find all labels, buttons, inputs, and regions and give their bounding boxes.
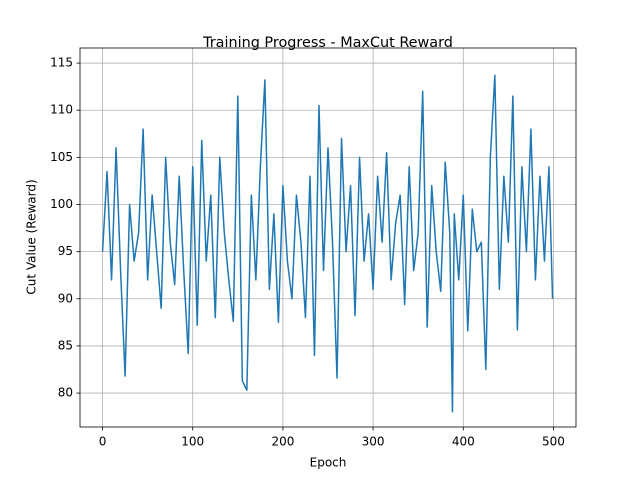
y-tick-label: 100: [50, 197, 73, 211]
y-tick-label: 115: [50, 56, 73, 70]
y-axis-label: Cut Value (Reward): [25, 179, 39, 294]
y-tick-label: 105: [50, 150, 73, 164]
y-tick-label: 90: [58, 291, 73, 305]
y-tick-label: 80: [58, 386, 73, 400]
x-tick-label: 100: [181, 435, 204, 449]
y-tick-label: 110: [50, 103, 73, 117]
x-tick-label: 0: [99, 435, 107, 449]
data-line: [101, 74, 554, 413]
x-tick-label: 200: [271, 435, 294, 449]
y-tick-label: 85: [58, 338, 73, 352]
x-axis-label: Epoch: [310, 456, 347, 470]
x-tick-label: 300: [362, 435, 385, 449]
y-tick-label: 95: [58, 244, 73, 258]
plot-area: [80, 48, 576, 427]
x-tick-label: 500: [542, 435, 565, 449]
x-tick-label: 400: [452, 435, 475, 449]
axes-frame: [79, 47, 577, 428]
chart-title: Training Progress - MaxCut Reward: [202, 35, 453, 51]
